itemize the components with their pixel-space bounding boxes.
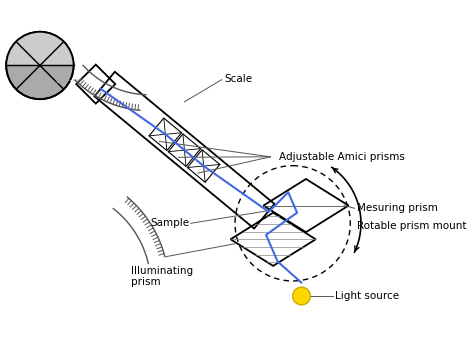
Text: Rotable prism mount: Rotable prism mount — [357, 221, 467, 231]
Text: Sample: Sample — [151, 218, 190, 228]
Text: Mesuring prism: Mesuring prism — [357, 203, 438, 213]
Text: Light source: Light source — [335, 291, 399, 301]
Text: Scale: Scale — [224, 74, 253, 84]
Text: Adjustable Amici prisms: Adjustable Amici prisms — [279, 152, 405, 162]
Circle shape — [6, 32, 73, 99]
Circle shape — [292, 287, 310, 305]
Wedge shape — [6, 32, 73, 65]
Text: Illuminating
prism: Illuminating prism — [131, 266, 193, 288]
